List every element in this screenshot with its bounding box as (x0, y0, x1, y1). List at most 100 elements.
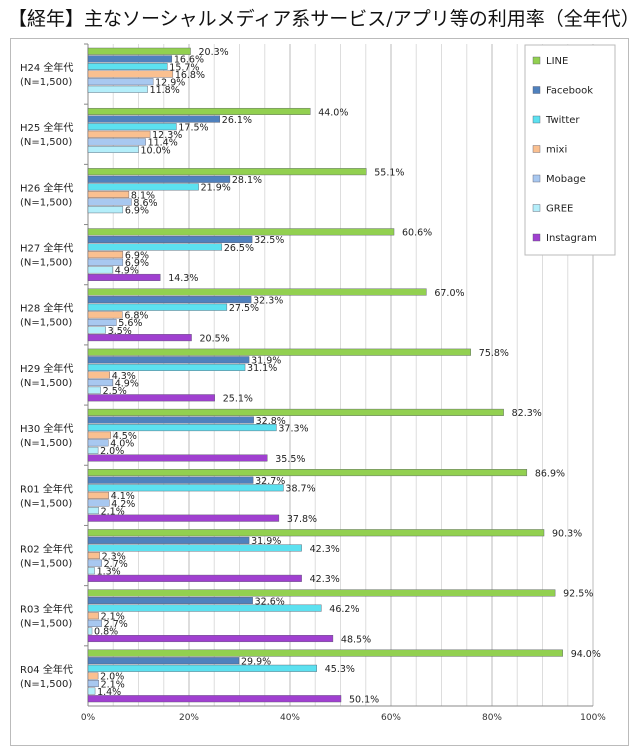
data-label: 1.3% (97, 567, 121, 578)
bar-instagram (87, 574, 302, 582)
data-label: 4.3% (112, 371, 136, 382)
data-label: 4.9% (115, 266, 139, 277)
legend-label: GREE (546, 204, 573, 215)
bar-mobage (87, 198, 132, 206)
data-label: 35.5% (275, 454, 305, 465)
data-label: 4.1% (111, 491, 135, 502)
data-label: 29.9% (241, 657, 271, 668)
legend-swatch (532, 86, 541, 94)
bar-instagram (87, 334, 192, 342)
data-label: 60.6% (402, 228, 432, 239)
category-label: H24 全年代 (20, 61, 73, 74)
legend-label: Instagram (546, 233, 597, 244)
bar-line (87, 107, 311, 115)
bar-mixi (87, 491, 109, 499)
data-label: 2.7% (104, 559, 128, 570)
data-label: 92.5% (563, 589, 593, 600)
category-label: H25 全年代 (20, 121, 73, 134)
data-label: 38.7% (285, 484, 315, 495)
bar-twitter (87, 604, 322, 612)
data-label: 4.2% (111, 499, 135, 510)
legend-swatch (532, 174, 541, 183)
data-label: 32.6% (255, 596, 285, 607)
data-label: 4.5% (113, 431, 137, 442)
bar-gree (87, 206, 124, 214)
bar-mobage (87, 499, 110, 507)
bar-facebook (87, 235, 253, 243)
bar-mixi (87, 612, 99, 620)
bar-line (87, 348, 471, 356)
data-label: 2.5% (103, 386, 127, 397)
data-label: 75.8% (479, 348, 509, 359)
bar-twitter (87, 544, 302, 552)
bar-gree (87, 266, 113, 274)
chart-title: 【経年】主なソーシャルメディア系サービス/アプリ等の利用率（全年代） (8, 8, 637, 30)
bar-gree (87, 567, 95, 575)
bar-facebook (87, 476, 254, 484)
data-label: 37.3% (278, 423, 308, 434)
bar-gree (87, 386, 101, 394)
data-label: 15.7% (169, 62, 199, 73)
x-tick-label: 80% (482, 713, 502, 723)
data-label: 32.7% (255, 476, 285, 487)
x-tick-label: 60% (381, 713, 401, 723)
data-label: 12.9% (155, 78, 185, 89)
data-label: 0.8% (94, 627, 118, 638)
bar-twitter (87, 363, 246, 371)
bar-gree (87, 85, 148, 93)
bar-mobage (87, 680, 99, 688)
bar-facebook (87, 55, 173, 63)
bar-twitter (87, 424, 277, 432)
legend-label: Mobage (546, 174, 586, 185)
bar-gree (87, 687, 96, 695)
bar-twitter (87, 63, 168, 71)
data-label: 28.1% (232, 175, 262, 186)
bar-instagram (87, 635, 334, 643)
data-label: 2.1% (101, 506, 125, 517)
bar-gree (87, 326, 106, 334)
bar-line (87, 529, 545, 537)
data-label: 16.6% (174, 55, 204, 66)
bar-mixi (87, 251, 124, 259)
data-label: 90.3% (552, 529, 582, 540)
data-label: 82.3% (512, 408, 542, 419)
category-sublabel: (N=1,500) (20, 77, 72, 88)
category-sublabel: (N=1,500) (20, 438, 72, 449)
category-label: H30 全年代 (20, 422, 73, 435)
bar-line (87, 47, 191, 55)
x-tick-label: 40% (280, 713, 300, 723)
category-sublabel: (N=1,500) (20, 378, 72, 389)
data-label: 42.3% (310, 544, 340, 555)
bar-mixi (87, 70, 174, 78)
data-label: 42.3% (310, 574, 340, 585)
bar-twitter (87, 183, 199, 191)
bar-facebook (87, 536, 250, 544)
legend-swatch (532, 233, 541, 242)
bar-mixi (87, 672, 99, 680)
data-label: 46.2% (329, 604, 359, 615)
bar-line (87, 288, 427, 296)
data-label: 6.9% (125, 258, 149, 269)
category-label: H28 全年代 (20, 302, 73, 315)
bar-instagram (87, 514, 280, 522)
data-label: 31.9% (251, 356, 281, 367)
data-label: 11.8% (150, 85, 180, 96)
data-label: 86.9% (535, 468, 565, 479)
data-label: 45.3% (325, 664, 355, 675)
legend-swatch (532, 56, 541, 65)
bar-mixi (87, 552, 100, 560)
bar-line (87, 469, 528, 477)
data-label: 11.4% (148, 138, 178, 149)
bar-instagram (87, 273, 161, 281)
data-label: 2.1% (101, 612, 125, 623)
bar-twitter (87, 303, 228, 311)
category-label: R04 全年代 (20, 663, 73, 676)
data-label: 94.0% (571, 649, 601, 660)
data-label: 4.9% (115, 378, 139, 389)
data-label: 2.7% (104, 619, 128, 630)
bar-mobage (87, 379, 113, 387)
bar-line (87, 228, 395, 236)
x-tick-label: 0% (81, 713, 96, 723)
data-label: 2.3% (102, 551, 126, 562)
bar-mixi (87, 431, 111, 439)
